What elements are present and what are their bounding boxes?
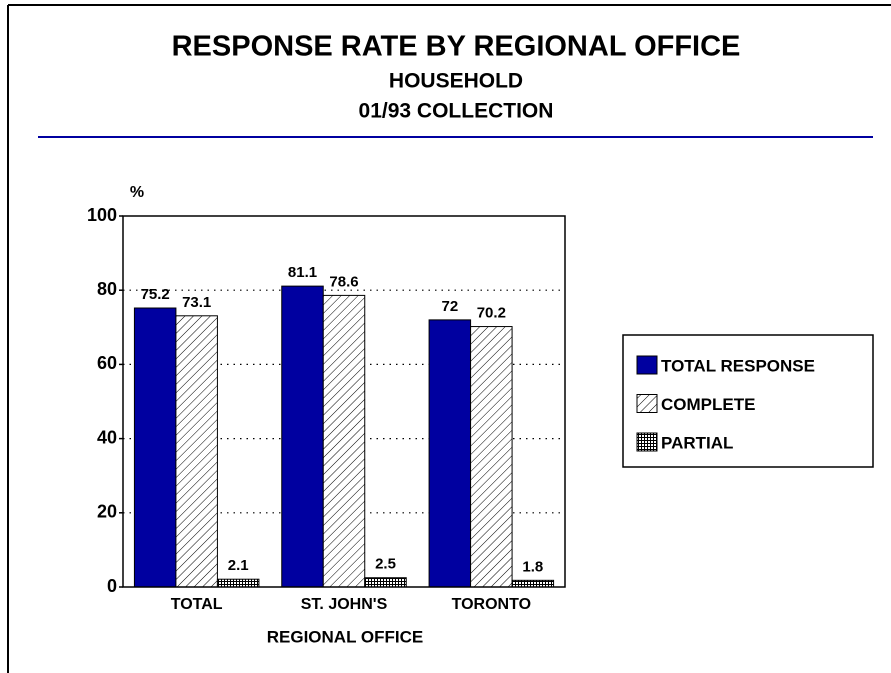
legend-label: PARTIAL [661, 433, 733, 452]
legend-swatch [636, 355, 658, 375]
legend-label: TOTAL RESPONSE [661, 356, 815, 375]
value-label: 75.2 [141, 286, 170, 303]
value-label: 70.2 [477, 305, 506, 322]
value-label: 73.1 [182, 294, 211, 311]
value-label: 72 [441, 298, 458, 315]
bar [216, 578, 260, 588]
legend-swatch [636, 394, 658, 413]
bar [322, 294, 366, 588]
bar [281, 285, 324, 588]
y-tick-label: 60 [97, 353, 117, 373]
x-tick-label: TORONTO [452, 596, 531, 613]
y-tick-label: 100 [87, 205, 117, 225]
bar [511, 579, 555, 588]
y-tick-label: 80 [97, 279, 117, 299]
value-label: 81.1 [288, 264, 317, 281]
y-tick-label: 40 [97, 427, 117, 447]
x-axis-label: REGIONAL OFFICE [267, 627, 423, 646]
plot-frame [122, 215, 566, 588]
bar [133, 307, 177, 588]
legend-box [622, 334, 874, 468]
chart-title: RESPONSE RATE BY REGIONAL OFFICE [172, 31, 741, 63]
legend-label: COMPLETE [661, 395, 755, 414]
bar [364, 577, 407, 588]
x-tick-label: ST. JOHN'S [301, 596, 388, 613]
x-tick-label: TOTAL [171, 596, 223, 613]
value-label: 1.8 [522, 558, 543, 575]
bar [428, 319, 472, 588]
y-axis-label: % [130, 184, 144, 201]
chart-subtitle: HOUSEHOLD [389, 70, 523, 93]
bar [175, 315, 218, 588]
y-tick-label: 0 [107, 576, 117, 596]
y-tick-label: 20 [97, 502, 117, 522]
value-label: 2.1 [228, 557, 249, 574]
chart-subtitle: 01/93 COLLECTION [359, 100, 554, 123]
value-label: 78.6 [329, 273, 358, 290]
bar [470, 326, 513, 588]
value-label: 2.5 [375, 556, 396, 573]
legend-swatch [636, 432, 658, 452]
